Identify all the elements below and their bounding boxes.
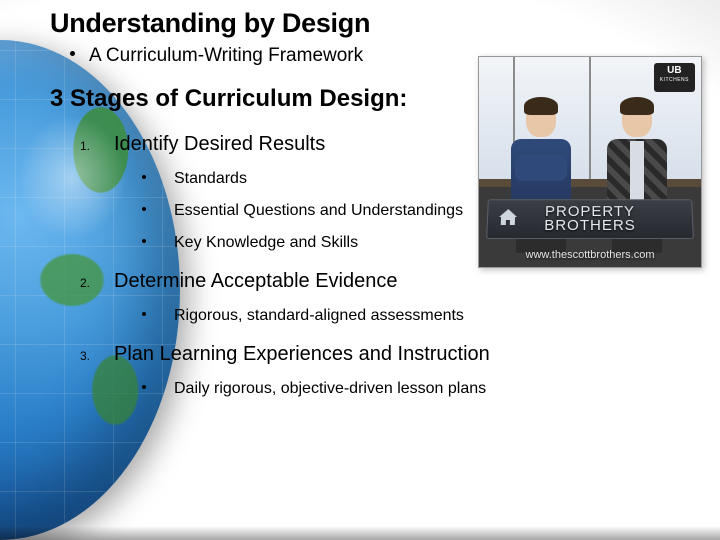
stage-item: 3. Plan Learning Experiences and Instruc…	[80, 343, 708, 398]
ub-logo-bottom: KITCHENS	[660, 78, 689, 83]
stage-subitems: Daily rigorous, objective-driven lesson …	[142, 380, 708, 398]
stage-number: 2.	[80, 276, 114, 290]
bullet-icon	[142, 239, 146, 243]
inset-url: www.thescottbrothers.com	[479, 249, 701, 261]
bottom-shadow	[0, 526, 720, 540]
show-banner: PROPERTY BROTHERS	[486, 199, 694, 239]
house-icon	[496, 206, 521, 230]
sub-item-text: Key Knowledge and Skills	[174, 234, 358, 252]
stage-number: 1.	[80, 139, 114, 153]
stage-subitems: Rigorous, standard-aligned assessments	[142, 307, 708, 325]
stage-item: 2. Determine Acceptable Evidence Rigorou…	[80, 270, 708, 325]
ub-logo-top: UB	[667, 65, 681, 76]
slide-subtitle: A Curriculum-Writing Framework	[89, 45, 363, 67]
bullet-icon	[142, 312, 146, 316]
sub-item-text: Essential Questions and Understandings	[174, 202, 463, 220]
list-item: Rigorous, standard-aligned assessments	[142, 307, 708, 325]
stage-title: Determine Acceptable Evidence	[114, 270, 398, 293]
list-item: Daily rigorous, objective-driven lesson …	[142, 380, 708, 398]
slide-title: Understanding by Design	[50, 8, 708, 39]
bullet-icon	[142, 207, 146, 211]
bullet-icon	[70, 51, 75, 56]
ub-logo: UB KITCHENS	[654, 63, 695, 92]
stage-title: Plan Learning Experiences and Instructio…	[114, 343, 490, 366]
stage-number: 3.	[80, 349, 114, 363]
stage-title: Identify Desired Results	[114, 133, 325, 156]
inset-photo: UB KITCHENS PROPERTY BROTHERS www.thesco…	[478, 56, 702, 268]
sub-item-text: Daily rigorous, objective-driven lesson …	[174, 380, 486, 398]
sub-item-text: Standards	[174, 170, 247, 188]
bullet-icon	[142, 385, 146, 389]
bullet-icon	[142, 175, 146, 179]
banner-line2: BROTHERS	[544, 219, 636, 233]
sub-item-text: Rigorous, standard-aligned assessments	[174, 307, 464, 325]
